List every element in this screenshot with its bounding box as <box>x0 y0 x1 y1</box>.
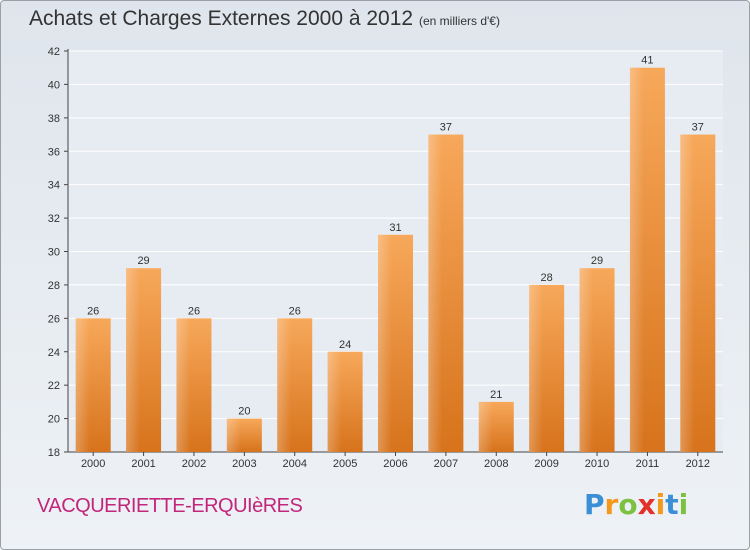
bar-highlight <box>378 234 413 452</box>
bar-value-label: 24 <box>339 339 351 351</box>
y-tick-label: 34 <box>48 180 60 192</box>
logo-letter: o <box>618 488 638 521</box>
logo-letter: i <box>655 488 666 521</box>
bar-highlight <box>226 418 262 452</box>
logo-letter: P <box>584 488 605 521</box>
bar-value-label: 20 <box>238 406 250 418</box>
x-tick-label: 2003 <box>232 458 256 470</box>
x-tick-label: 2007 <box>434 458 458 470</box>
bar-highlight <box>529 284 565 452</box>
bar-value-label: 29 <box>137 255 149 267</box>
x-tick-label: 2008 <box>484 458 508 470</box>
bar-value-label: 31 <box>389 222 401 234</box>
bar-highlight <box>327 351 363 452</box>
bar-value-label: 26 <box>87 305 99 317</box>
x-tick-label: 2012 <box>686 458 710 470</box>
proxiti-logo: Proxiti <box>584 488 688 521</box>
y-tick-label: 26 <box>48 313 60 325</box>
y-tick-label: 36 <box>48 146 60 158</box>
y-tick-label: 22 <box>48 380 60 392</box>
y-tick-label: 30 <box>48 247 60 259</box>
bar-highlight <box>176 318 212 452</box>
bar-value-label: 26 <box>188 305 200 317</box>
bar-highlight <box>680 134 716 452</box>
x-tick-label: 2010 <box>585 458 609 470</box>
logo-letter: t <box>665 488 679 521</box>
y-tick-label: 18 <box>48 447 60 459</box>
x-tick-label: 2001 <box>131 458 155 470</box>
bar-value-label: 28 <box>541 272 553 284</box>
bar-highlight <box>478 401 514 452</box>
bar-value-label: 26 <box>289 305 301 317</box>
x-tick-label: 2002 <box>182 458 206 470</box>
bar-highlight <box>629 67 665 452</box>
bar-value-label: 41 <box>641 55 653 67</box>
bar-highlight <box>126 268 162 452</box>
x-tick-label: 2009 <box>534 458 558 470</box>
x-tick-label: 2004 <box>282 458 306 470</box>
bar-highlight <box>277 318 313 452</box>
x-tick-label: 2005 <box>333 458 357 470</box>
bar-value-label: 37 <box>440 122 452 134</box>
bar-highlight <box>579 268 615 452</box>
y-tick-label: 42 <box>48 46 60 58</box>
bar-value-label: 37 <box>692 122 704 134</box>
y-tick-label: 40 <box>48 79 60 91</box>
logo-letter: x <box>637 488 656 521</box>
logo-letter: i <box>678 488 689 521</box>
bar-highlight <box>428 134 464 452</box>
x-tick-label: 2011 <box>636 458 660 470</box>
y-tick-label: 28 <box>48 280 60 292</box>
commune-name: VACQUERIETTE-ERQUIèRES <box>37 495 303 517</box>
y-tick-label: 20 <box>48 414 60 426</box>
y-tick-label: 32 <box>48 213 60 225</box>
y-tick-label: 24 <box>48 347 60 359</box>
bar-value-label: 29 <box>591 255 603 267</box>
bar-highlight <box>75 318 111 452</box>
chart-title: Achats et Charges Externes 2000 à 2012 <box>29 7 414 30</box>
x-tick-label: 2006 <box>383 458 407 470</box>
y-tick-label: 38 <box>48 113 60 125</box>
x-tick-label: 2000 <box>81 458 105 470</box>
logo-letter: r <box>604 488 619 521</box>
chart-subtitle: (en milliers d'€) <box>419 14 500 28</box>
bar-value-label: 21 <box>490 389 502 401</box>
